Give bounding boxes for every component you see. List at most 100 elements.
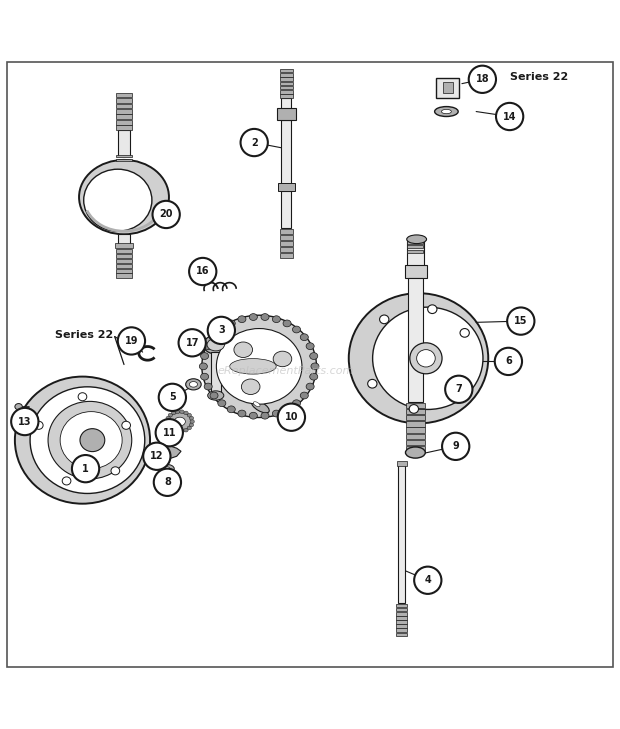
Ellipse shape: [272, 410, 280, 417]
Circle shape: [442, 433, 469, 460]
Text: 13: 13: [18, 416, 32, 426]
Circle shape: [241, 129, 268, 156]
Ellipse shape: [200, 373, 208, 380]
Bar: [406, 402, 425, 408]
Text: eReplacementParts.com: eReplacementParts.com: [217, 366, 353, 375]
Ellipse shape: [175, 410, 180, 413]
Bar: [406, 421, 425, 426]
Text: 10: 10: [285, 412, 298, 422]
Bar: [281, 98, 291, 115]
Ellipse shape: [227, 320, 236, 327]
Text: 9: 9: [453, 441, 459, 451]
Ellipse shape: [283, 320, 291, 327]
Ellipse shape: [410, 343, 442, 374]
Ellipse shape: [158, 464, 174, 473]
Ellipse shape: [62, 477, 71, 485]
Text: 12: 12: [150, 451, 164, 461]
Bar: [115, 243, 133, 248]
Bar: [406, 440, 425, 445]
Ellipse shape: [252, 400, 269, 413]
Bar: [396, 608, 407, 612]
Bar: [211, 352, 221, 397]
Bar: [408, 278, 423, 402]
Ellipse shape: [409, 405, 419, 413]
Ellipse shape: [229, 359, 276, 374]
Bar: [280, 253, 293, 258]
Ellipse shape: [165, 420, 169, 424]
Ellipse shape: [187, 426, 192, 430]
Ellipse shape: [300, 392, 308, 399]
Ellipse shape: [187, 413, 192, 417]
Text: 4: 4: [425, 575, 431, 585]
Text: 5: 5: [169, 392, 175, 402]
Bar: [116, 120, 132, 125]
Text: 17: 17: [185, 338, 199, 348]
Ellipse shape: [171, 411, 176, 415]
Ellipse shape: [184, 428, 188, 432]
Circle shape: [496, 103, 523, 130]
Ellipse shape: [368, 379, 377, 388]
Ellipse shape: [166, 423, 170, 426]
Ellipse shape: [48, 402, 131, 479]
Bar: [278, 184, 295, 191]
Bar: [116, 268, 132, 273]
Circle shape: [208, 317, 235, 344]
Ellipse shape: [168, 412, 192, 431]
Circle shape: [156, 419, 183, 446]
Bar: [407, 245, 423, 248]
Bar: [396, 620, 407, 624]
Bar: [280, 73, 293, 77]
Bar: [116, 98, 132, 103]
Bar: [118, 130, 130, 156]
Ellipse shape: [310, 373, 318, 380]
Ellipse shape: [254, 402, 260, 407]
Text: 11: 11: [162, 428, 176, 437]
Circle shape: [179, 330, 206, 356]
Bar: [280, 77, 293, 81]
Ellipse shape: [84, 169, 152, 231]
Ellipse shape: [189, 423, 193, 426]
Circle shape: [495, 348, 522, 375]
Ellipse shape: [348, 293, 489, 424]
Ellipse shape: [227, 406, 235, 413]
Ellipse shape: [190, 381, 198, 387]
Circle shape: [118, 327, 145, 354]
Bar: [116, 109, 132, 114]
Ellipse shape: [199, 363, 207, 370]
Bar: [396, 616, 407, 620]
Text: 20: 20: [159, 209, 173, 219]
Ellipse shape: [184, 411, 188, 415]
Bar: [398, 465, 405, 603]
Text: 16: 16: [196, 267, 210, 276]
Bar: [116, 254, 132, 258]
Bar: [396, 604, 407, 607]
Ellipse shape: [60, 412, 122, 469]
Bar: [397, 461, 407, 466]
Bar: [396, 633, 407, 636]
Bar: [118, 234, 130, 246]
Text: 8: 8: [164, 477, 171, 487]
Circle shape: [153, 200, 180, 228]
Bar: [407, 241, 423, 243]
Ellipse shape: [78, 393, 87, 401]
Bar: [277, 109, 296, 120]
Ellipse shape: [428, 305, 437, 313]
Bar: [280, 235, 293, 240]
Ellipse shape: [311, 363, 319, 370]
Text: 6: 6: [505, 356, 511, 367]
Ellipse shape: [249, 313, 257, 321]
Bar: [407, 241, 424, 268]
Ellipse shape: [202, 315, 316, 418]
Ellipse shape: [454, 386, 464, 395]
Ellipse shape: [190, 420, 194, 424]
Text: 1: 1: [82, 464, 89, 474]
Circle shape: [507, 308, 534, 335]
Circle shape: [414, 566, 441, 594]
Ellipse shape: [218, 399, 226, 407]
Ellipse shape: [174, 417, 185, 426]
Polygon shape: [154, 445, 181, 459]
Ellipse shape: [300, 334, 308, 340]
Bar: [116, 93, 132, 97]
Ellipse shape: [35, 421, 43, 429]
Bar: [405, 265, 427, 278]
